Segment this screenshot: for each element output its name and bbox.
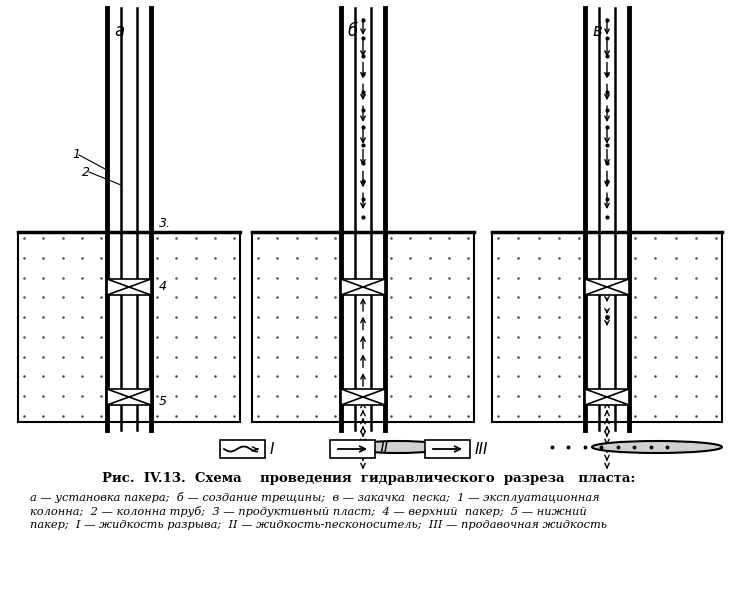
Bar: [585, 8, 599, 430]
Bar: [585, 389, 629, 405]
Bar: [121, 8, 137, 430]
Text: 5: 5: [159, 395, 167, 408]
Bar: [330, 440, 375, 458]
Text: 4: 4: [159, 280, 167, 293]
Bar: [585, 279, 629, 295]
Bar: [341, 279, 385, 295]
Bar: [107, 279, 151, 295]
Ellipse shape: [592, 441, 722, 453]
Text: Рис.  IV.13.  Схема    проведения  гидравлического  разреза   пласта:: Рис. IV.13. Схема проведения гидравличес…: [103, 472, 635, 485]
Bar: [341, 8, 355, 430]
Text: в: в: [592, 22, 602, 40]
Bar: [371, 8, 385, 430]
Bar: [599, 8, 615, 430]
Text: 3.: 3.: [159, 217, 171, 230]
Bar: [615, 8, 629, 430]
Bar: [107, 389, 151, 405]
Text: III: III: [475, 441, 489, 456]
Bar: [425, 440, 470, 458]
Ellipse shape: [348, 441, 448, 453]
Text: I: I: [270, 441, 275, 456]
Text: колонна;  2 — колонна труб;  3 — продуктивный пласт;  4 — верхний  пакер;  5 — н: колонна; 2 — колонна труб; 3 — продуктив…: [30, 506, 587, 517]
Bar: [137, 8, 151, 430]
Bar: [107, 8, 121, 430]
Bar: [355, 8, 371, 430]
Text: а: а: [114, 22, 124, 40]
Bar: [220, 440, 265, 458]
Text: 2: 2: [82, 165, 90, 178]
Text: II: II: [380, 441, 389, 456]
Text: б: б: [348, 22, 358, 40]
Text: пакер;  І — жидкость разрыва;  ІІ — жидкость-песконоситель;  ІІІ — продавочная ж: пакер; І — жидкость разрыва; ІІ — жидкос…: [30, 520, 607, 530]
Bar: [341, 389, 385, 405]
Text: 1: 1: [72, 148, 80, 161]
Text: а — установка пакера;  б — создание трещины;  в — закачка  песка;  1 — эксплуата: а — установка пакера; б — создание трещи…: [30, 492, 599, 503]
